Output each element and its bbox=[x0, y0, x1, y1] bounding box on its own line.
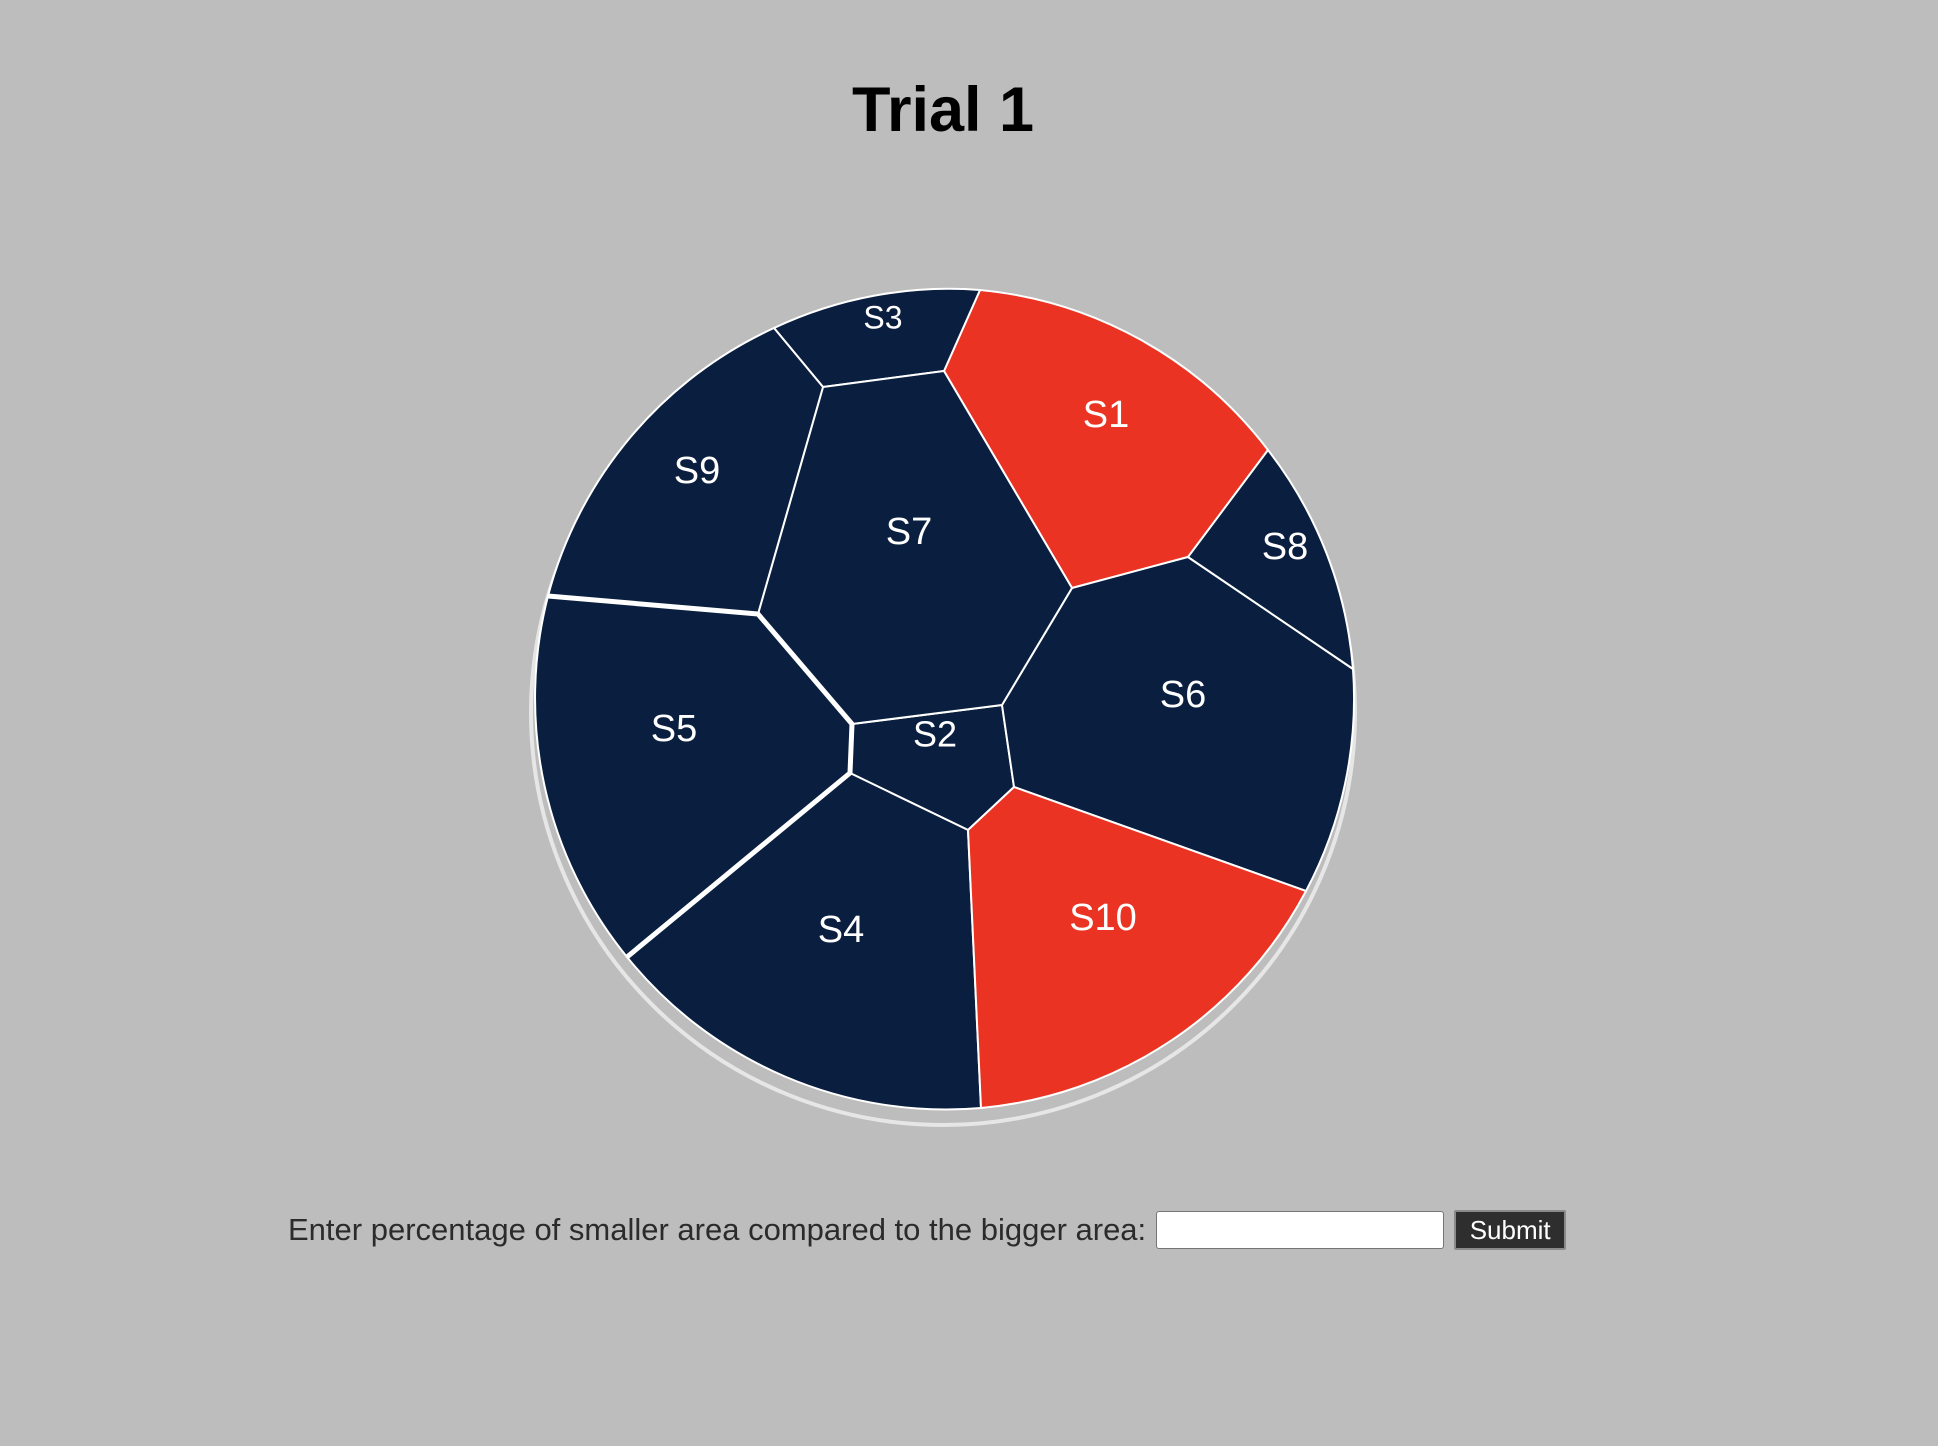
cell-label-s7: S7 bbox=[886, 511, 932, 553]
cell-label-s10: S10 bbox=[1069, 897, 1137, 939]
cell-border-thick bbox=[547, 593, 855, 959]
cells-group bbox=[534, 287, 1356, 1111]
cell-s3 bbox=[773, 287, 981, 388]
percentage-input[interactable] bbox=[1156, 1211, 1445, 1249]
cell-label-s1: S1 bbox=[1083, 394, 1129, 436]
cell-s9 bbox=[547, 327, 824, 615]
answer-prompt: Enter percentage of smaller area compare… bbox=[288, 1212, 1147, 1247]
cell-s10 bbox=[967, 786, 1307, 1109]
cell-s4 bbox=[626, 772, 982, 1111]
cell-label-s6: S6 bbox=[1160, 674, 1206, 716]
answer-form: Enter percentage of smaller area compare… bbox=[288, 1208, 1567, 1252]
labels-group: S1 S2 S3 S4 S5 S6 S7 S8 S9 S10 bbox=[651, 299, 1308, 951]
page-title: Trial 1 bbox=[851, 75, 1035, 145]
cell-label-s3: S3 bbox=[863, 299, 902, 335]
submit-button[interactable]: Submit bbox=[1454, 1210, 1567, 1250]
cell-s8 bbox=[1187, 449, 1354, 670]
cell-s1 bbox=[943, 289, 1269, 589]
cell-label-s4: S4 bbox=[818, 909, 864, 951]
cell-label-s2: S2 bbox=[913, 714, 957, 755]
cell-label-s9: S9 bbox=[674, 450, 720, 492]
cell-label-s8: S8 bbox=[1262, 526, 1308, 568]
cell-label-s5: S5 bbox=[651, 708, 697, 750]
